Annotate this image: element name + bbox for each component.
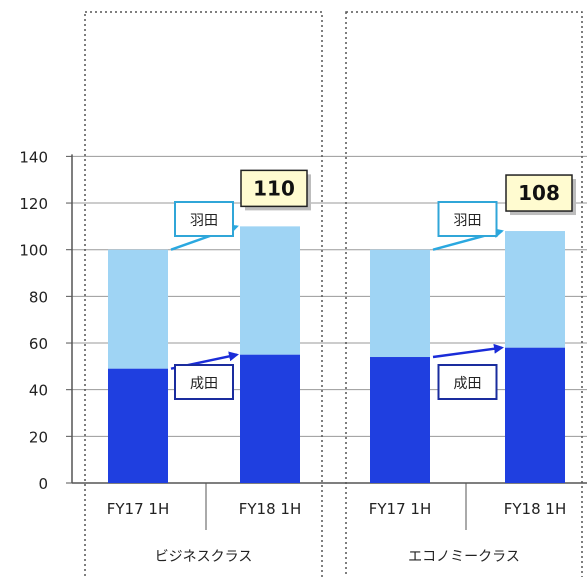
y-tick-label: 20: [29, 428, 48, 446]
bar-segment-narita: [370, 357, 430, 483]
haneda-label: 羽田: [190, 213, 218, 229]
bar-segment-narita: [240, 354, 300, 483]
y-tick-label: 40: [29, 382, 48, 400]
narita-change-arrow: [432, 343, 504, 359]
y-tick-label: 140: [19, 148, 48, 166]
group-frame: [345, 11, 583, 581]
x-category-label: FY17 1H: [369, 500, 431, 518]
bar-segment-haneda: [370, 249, 430, 358]
total-callout-box: [240, 169, 308, 208]
haneda-label-box: [437, 201, 498, 237]
y-tick-label: 0: [38, 475, 48, 493]
narita-label: 成田: [190, 376, 218, 392]
total-callout-label: 108: [518, 181, 560, 205]
bar-segment-narita: [108, 368, 168, 483]
bar-segment-narita: [505, 347, 565, 483]
x-category-label: FY17 1H: [107, 500, 169, 518]
total-callout-box: [505, 174, 573, 212]
bar-segment-haneda: [240, 226, 300, 355]
y-tick-label: 80: [29, 288, 48, 306]
y-tick-label: 120: [19, 195, 48, 213]
bar-segment-haneda: [505, 231, 565, 348]
group-label: エコノミークラス: [408, 549, 520, 565]
narita-label: 成田: [454, 376, 482, 392]
x-category-label: FY18 1H: [504, 500, 566, 518]
haneda-label: 羽田: [454, 213, 482, 229]
group-frame: [84, 11, 323, 581]
y-tick-label: 60: [29, 335, 48, 353]
y-tick-label: 100: [19, 242, 48, 260]
narita-label-box: [174, 364, 234, 400]
narita-label-box: [437, 364, 498, 400]
total-callout-label: 110: [253, 176, 295, 200]
haneda-label-box: [174, 201, 234, 237]
x-category-label: FY18 1H: [239, 500, 301, 518]
group-label: ビジネスクラス: [155, 549, 253, 565]
bar-segment-haneda: [108, 249, 168, 369]
